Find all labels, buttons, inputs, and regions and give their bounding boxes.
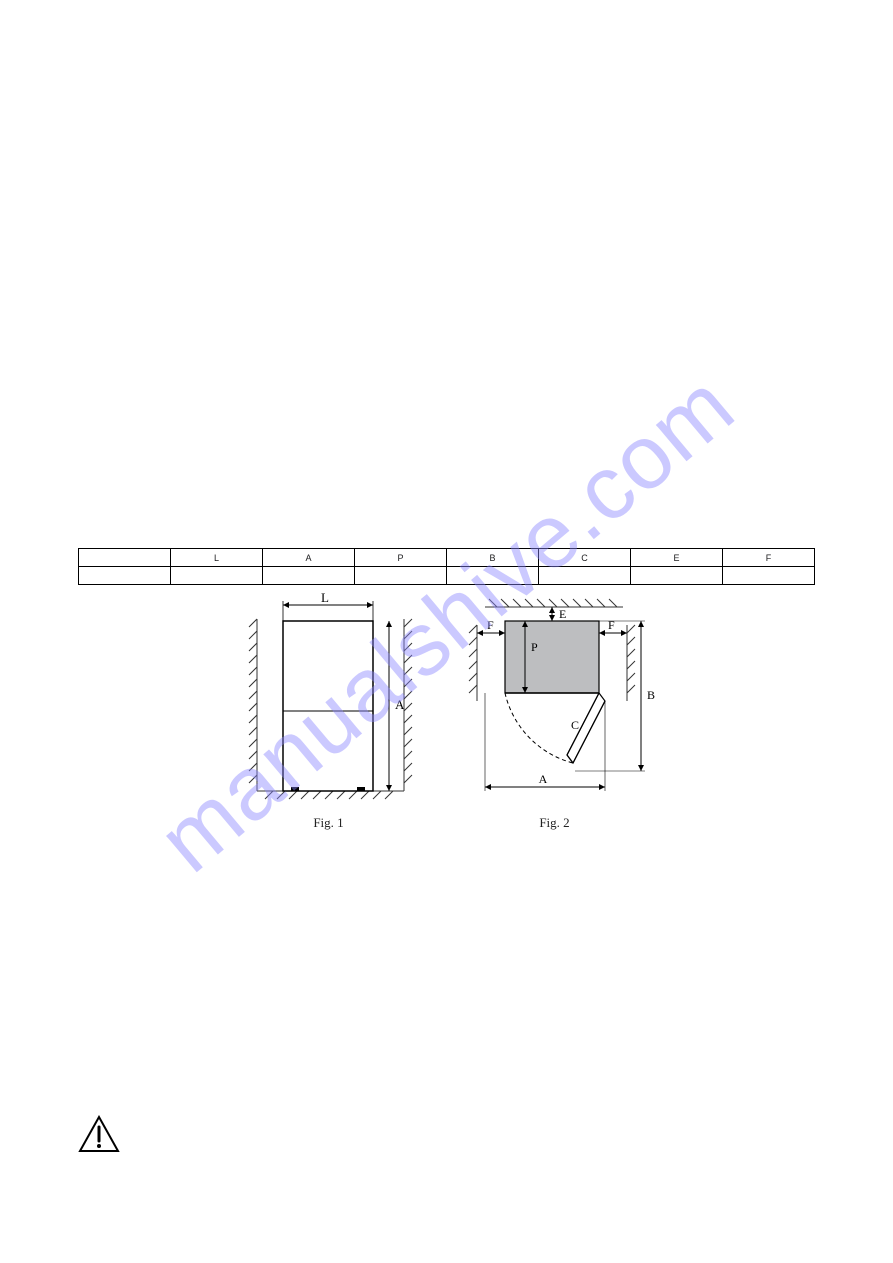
- dimensions-table: L A P B C E F: [78, 548, 815, 585]
- col-C: C: [539, 549, 631, 567]
- table-data-row: [79, 567, 815, 585]
- col-L: L: [171, 549, 263, 567]
- label-B: B: [647, 688, 655, 702]
- figure-1: L A Fig. 1: [239, 591, 419, 831]
- col-E: E: [631, 549, 723, 567]
- figure-2: E F F P: [455, 591, 655, 831]
- label-E: E: [559, 607, 566, 621]
- cell-5: [539, 567, 631, 585]
- cell-6: [631, 567, 723, 585]
- cell-1: [171, 567, 263, 585]
- page-root: L A P B C E F: [0, 0, 893, 1263]
- figure-1-caption: Fig. 1: [313, 815, 343, 831]
- figure-1-svg: L A: [239, 591, 419, 809]
- col-blank: [79, 549, 171, 567]
- figure-2-caption: Fig. 2: [539, 815, 569, 831]
- label-A2: A: [538, 772, 547, 786]
- cell-7: [723, 567, 815, 585]
- col-F: F: [723, 549, 815, 567]
- table-header-row: L A P B C E F: [79, 549, 815, 567]
- cell-4: [447, 567, 539, 585]
- cell-3: [355, 567, 447, 585]
- label-L: L: [321, 591, 329, 605]
- col-A: A: [263, 549, 355, 567]
- header-spacer: [78, 58, 815, 548]
- col-B: B: [447, 549, 539, 567]
- figure-row: L A Fig. 1: [78, 591, 815, 831]
- cell-2: [263, 567, 355, 585]
- cell-0: [79, 567, 171, 585]
- label-F-right: F: [608, 618, 615, 632]
- label-P: P: [531, 640, 538, 654]
- label-C: C: [571, 718, 579, 732]
- warning-icon: [78, 1115, 120, 1153]
- label-A: A: [395, 697, 405, 712]
- figure-2-svg: E F F P: [455, 591, 655, 809]
- col-P: P: [355, 549, 447, 567]
- label-F-left: F: [487, 618, 494, 632]
